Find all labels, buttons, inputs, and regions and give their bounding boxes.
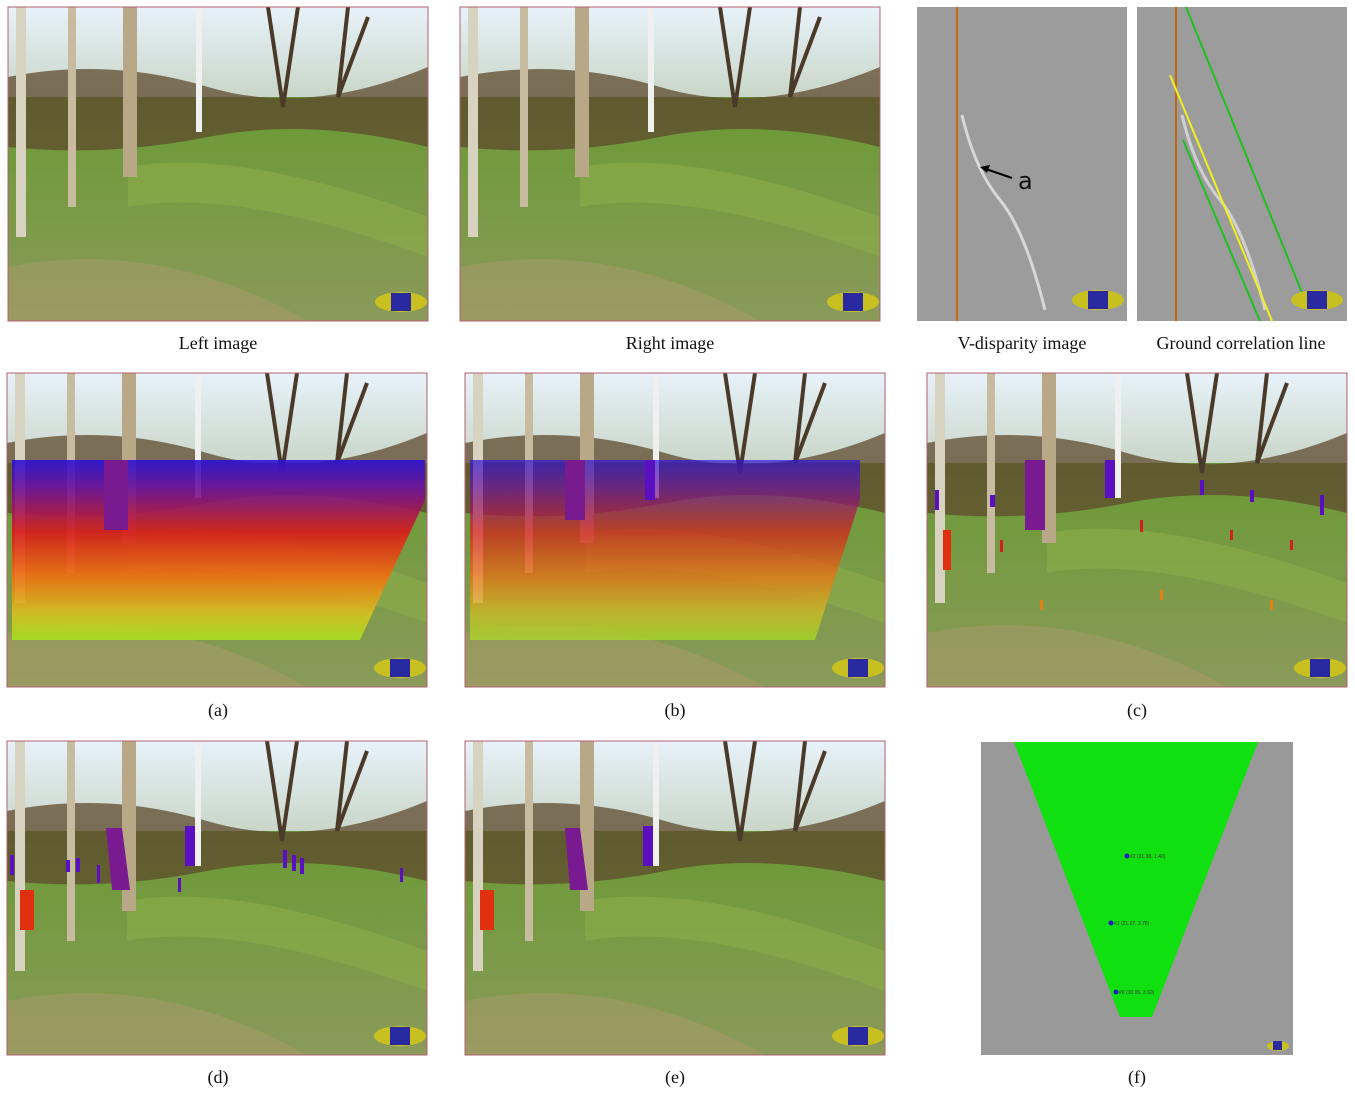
map-label: #1 (21.07, 3.76)	[1114, 921, 1150, 927]
annotation: a	[1018, 167, 1033, 195]
caption: (b)	[665, 700, 686, 721]
caption: Ground correlation line	[1157, 333, 1326, 353]
caption: (a)	[208, 700, 228, 721]
v-disparity-image: a	[917, 7, 1127, 321]
map-label: #0 (10.05, 3.60)	[1119, 990, 1155, 996]
caption: (e)	[665, 1067, 685, 1088]
panel-b	[465, 373, 885, 687]
right-image	[460, 7, 880, 321]
caption: Left image	[179, 333, 257, 353]
panel-f: #2 (31.38, 1.40) #1 (21.07, 3.76) #0 (10…	[981, 742, 1293, 1055]
panel-e	[465, 741, 885, 1055]
map-label: #2 (31.38, 1.40)	[1130, 854, 1166, 860]
figure: a Left image Right image V-disparity ima…	[0, 0, 1355, 1093]
panel-d	[7, 741, 427, 1055]
ground-correlation-image	[1137, 7, 1347, 321]
caption: (f)	[1128, 1067, 1146, 1088]
caption: (d)	[208, 1067, 229, 1088]
left-image	[8, 7, 428, 321]
caption: V-disparity image	[958, 333, 1087, 353]
panel-a	[7, 373, 427, 687]
caption: Right image	[626, 333, 715, 353]
panel-c	[927, 373, 1347, 687]
caption: (c)	[1127, 700, 1147, 721]
